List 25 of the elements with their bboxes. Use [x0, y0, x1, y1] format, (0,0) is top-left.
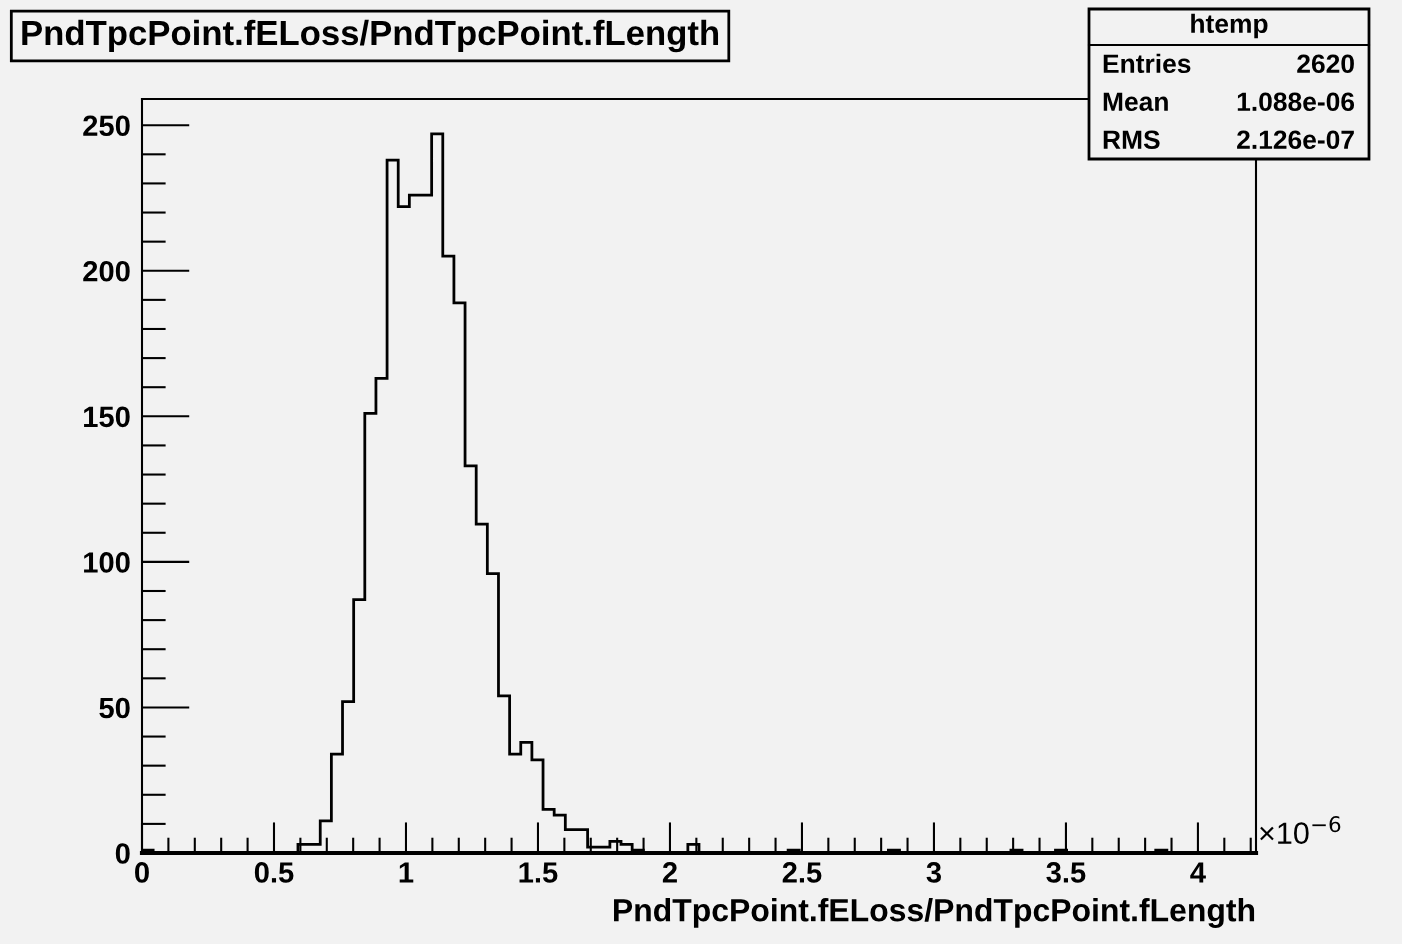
x-axis-title: PndTpcPoint.fELoss/PndTpcPoint.fLength — [614, 898, 1255, 928]
x-tick-label: 1.5 — [519, 862, 558, 883]
y-tick-label: 150 — [84, 406, 130, 428]
annotation: 1.088e-06 — [1237, 92, 1355, 112]
x-tick-label: 3.5 — [1046, 862, 1086, 883]
chart-title: PndTpcPoint.fELoss/PndTpcPoint.fLength — [22, 19, 719, 53]
x-tick-label: 1 — [399, 862, 414, 883]
annotation: RMS — [1103, 130, 1160, 150]
text: 2620 — [1297, 54, 1354, 74]
text: htemp — [1191, 13, 1268, 39]
y-tick-label: 250 — [83, 115, 130, 137]
x-tick-label: 0 — [135, 862, 149, 883]
y-tick-label: 200 — [83, 260, 130, 282]
text: Entries — [1103, 53, 1191, 74]
x-tick-label: 2 — [662, 862, 677, 883]
x-tick-label: 3 — [926, 862, 941, 883]
y-tick-label: 50 — [99, 697, 130, 719]
annotation: 2.126e-07 — [1237, 130, 1354, 150]
y-tick-label: 100 — [84, 552, 130, 573]
x-tick-label: 0.5 — [254, 862, 294, 883]
y-tick-label: 0 — [115, 843, 130, 864]
x-tick-label: 2.5 — [782, 862, 822, 883]
annotation: Mean — [1103, 92, 1168, 112]
text: ×10$^{−6}$ — [1260, 816, 1341, 844]
x-tick-label: 4 — [1190, 862, 1206, 883]
